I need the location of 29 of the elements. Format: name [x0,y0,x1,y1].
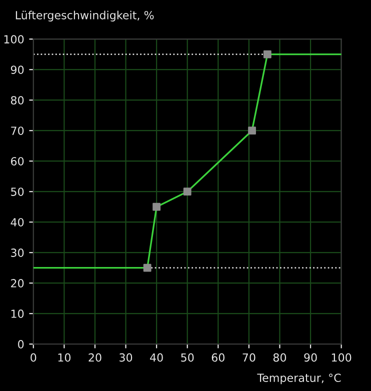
x-tick-label: 60 [212,353,224,362]
x-tick-label: 30 [120,353,132,362]
y-tick-label: 70 [11,126,24,135]
x-tick-label: 10 [58,353,71,362]
y-tick-label: 100 [4,35,24,44]
y-tick-label: 0 [18,340,24,348]
x-tick-label: 80 [273,353,286,362]
point [248,126,256,135]
y-tick-label: 50 [11,188,24,196]
point [183,188,192,196]
y-tick-label: 40 [10,218,24,226]
y-tick-label: 80 [10,96,24,104]
y-tick-label: 90 [10,66,24,74]
y-tick-label: 30 [11,248,24,257]
x-axis-title: Temperatur, °C [257,374,341,384]
y-tick-label: 60 [11,157,24,166]
x-tick-label: 90 [304,353,317,362]
x-tick-label: 40 [150,353,163,362]
y-tick-label: 10 [11,310,24,318]
x-tick-label: 70 [242,353,256,362]
x-tick-label: 0 [30,353,36,362]
x-tick-label: 50 [181,353,194,362]
y-axis-title: Lüftergeschwindigkeit, % [16,10,154,22]
point [143,264,152,272]
y-tick-label: 20 [11,279,24,288]
x-tick-label: 100 [332,353,352,362]
x-tick-label: 20 [88,353,102,362]
point [152,202,161,211]
point [263,50,272,58]
